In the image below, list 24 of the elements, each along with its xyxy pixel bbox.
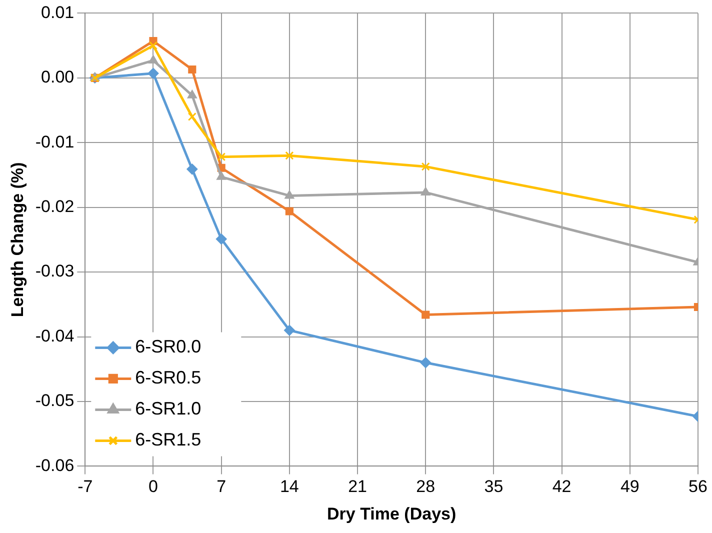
y-tick-label: -0.03 — [35, 262, 74, 281]
x-tick-label: 28 — [416, 477, 436, 496]
y-tick-label: -0.04 — [35, 326, 74, 346]
x-tick-label: 42 — [552, 477, 572, 496]
x-tick-label: 21 — [348, 477, 367, 496]
x-axis-title: Dry Time (Days) — [327, 504, 456, 524]
x-tick-label: 35 — [484, 477, 504, 496]
x-tick-label: 56 — [688, 477, 708, 496]
y-tick-label: -0.05 — [35, 391, 74, 410]
x-tick-label: 49 — [620, 477, 640, 496]
y-axis-title: Length Change (%) — [8, 162, 27, 318]
legend-label: 6-SR0.5 — [135, 368, 202, 388]
y-tick-label: -0.02 — [35, 197, 74, 216]
x-tick-label: 14 — [280, 477, 299, 496]
x-tick-label: 0 — [148, 477, 158, 496]
legend-label: 6-SR1.5 — [135, 430, 202, 450]
y-tick-label: 0.01 — [41, 2, 74, 22]
y-tick-label: -0.06 — [35, 456, 74, 475]
y-tick-label: 0.00 — [41, 68, 74, 87]
legend-label: 6-SR0.0 — [135, 336, 202, 357]
x-tick-label: -7 — [78, 477, 93, 496]
y-tick-label: -0.01 — [35, 132, 74, 152]
x-tick-label: 7 — [216, 477, 226, 496]
legend-label: 6-SR1.0 — [135, 398, 202, 419]
